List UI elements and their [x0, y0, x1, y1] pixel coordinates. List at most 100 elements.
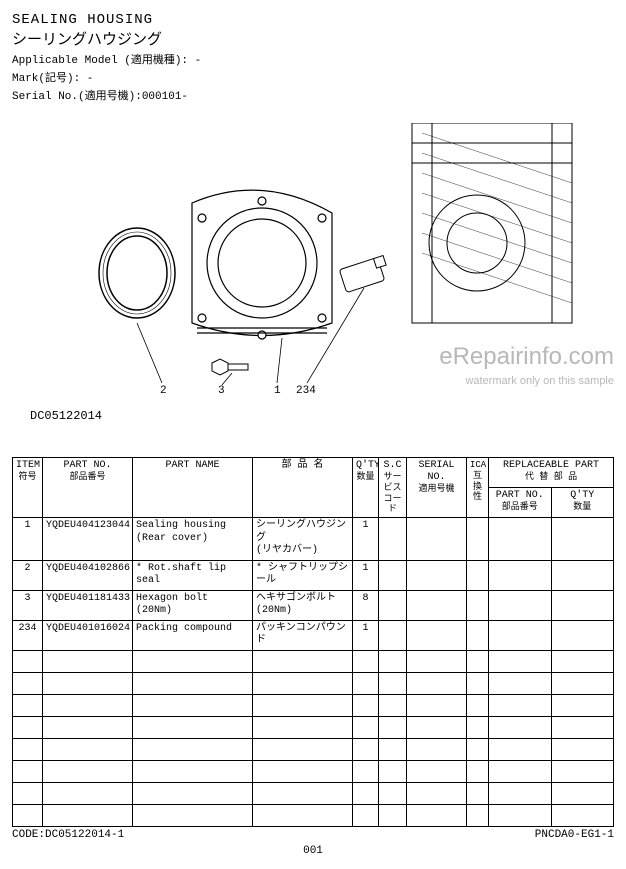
- page-footer: CODE:DC05122014-1 PNCDA0-EG1-1: [12, 829, 614, 841]
- table-cell: [379, 590, 407, 620]
- table-cell: [489, 738, 552, 760]
- table-cell: [551, 518, 614, 561]
- table-cell: [133, 760, 253, 782]
- table-cell: [379, 518, 407, 561]
- table-cell: [253, 804, 353, 826]
- table-row: [13, 738, 614, 760]
- table-cell: [467, 590, 489, 620]
- table-row: [13, 804, 614, 826]
- table-cell: [489, 804, 552, 826]
- th-qty-jp: 数量: [356, 472, 375, 483]
- table-cell: [13, 672, 43, 694]
- table-cell: ヘキサゴンボルト (20Nm): [253, 590, 353, 620]
- table-cell: [467, 804, 489, 826]
- th-ica-label: ICA互換性: [470, 460, 485, 503]
- table-cell: [13, 650, 43, 672]
- table-cell: [43, 672, 133, 694]
- table-cell: [551, 782, 614, 804]
- table-cell: [489, 620, 552, 650]
- table-cell: YQDEU404102866: [43, 560, 133, 590]
- th-rep-qty-jp: 数量: [555, 502, 611, 513]
- th-serial: SERIAL NO. 適用号機: [407, 458, 467, 518]
- table-row: [13, 760, 614, 782]
- table-row: [13, 694, 614, 716]
- table-cell: [489, 650, 552, 672]
- table-cell: [353, 760, 379, 782]
- table-cell: [133, 672, 253, 694]
- table-cell: [551, 716, 614, 738]
- th-sc-jp: サービスコード: [382, 472, 403, 515]
- table-cell: [379, 760, 407, 782]
- th-serial-en: SERIAL NO.: [418, 460, 454, 483]
- table-cell: [133, 804, 253, 826]
- table-cell: [489, 672, 552, 694]
- page-header: SEALING HOUSING シーリングハウジング Applicable Mo…: [12, 12, 614, 103]
- table-cell: [467, 650, 489, 672]
- title-japanese: シーリングハウジング: [12, 28, 614, 49]
- table-cell: [253, 782, 353, 804]
- th-name-en: PART NAME: [165, 460, 219, 471]
- table-cell: 8: [353, 590, 379, 620]
- table-cell: [43, 738, 133, 760]
- table-cell: [407, 738, 467, 760]
- table-cell: [43, 804, 133, 826]
- th-sc: S.C サービスコード: [379, 458, 407, 518]
- table-cell: [489, 560, 552, 590]
- table-row: 2YQDEU404102866* Rot.shaft lip seal* シャフ…: [13, 560, 614, 590]
- exploded-diagram: 2 3 1 234 DC05122014 eRepairinfo.com wat…: [12, 113, 614, 453]
- callout-1: 1: [274, 385, 281, 397]
- th-ica: ICA互換性: [467, 458, 489, 518]
- table-cell: [253, 716, 353, 738]
- table-cell: [467, 560, 489, 590]
- table-cell: [13, 716, 43, 738]
- table-cell: [407, 760, 467, 782]
- parts-table-body: 1YQDEU404123044Sealing housing (Rear cov…: [13, 518, 614, 827]
- th-replaceable: REPLACEABLE PART 代 替 部 品: [489, 458, 614, 488]
- table-cell: Sealing housing (Rear cover): [133, 518, 253, 561]
- table-cell: [551, 760, 614, 782]
- table-cell: [133, 694, 253, 716]
- table-cell: [489, 782, 552, 804]
- table-cell: [13, 760, 43, 782]
- table-row: [13, 716, 614, 738]
- table-cell: [467, 672, 489, 694]
- table-cell: [407, 716, 467, 738]
- table-cell: [467, 782, 489, 804]
- th-item: ITEM 符号: [13, 458, 43, 518]
- table-cell: [489, 716, 552, 738]
- table-cell: 2: [13, 560, 43, 590]
- table-cell: シーリングハウジング (リヤカバー): [253, 518, 353, 561]
- table-cell: [551, 560, 614, 590]
- footer-code-right: PNCDA0-EG1-1: [535, 829, 614, 841]
- th-qty: Q'TY 数量: [353, 458, 379, 518]
- table-cell: [253, 672, 353, 694]
- page-number: 001: [12, 845, 614, 857]
- table-cell: [43, 650, 133, 672]
- table-row: 234YQDEU401016024Packing compoundパッキンコンパ…: [13, 620, 614, 650]
- table-cell: [379, 716, 407, 738]
- table-cell: [353, 738, 379, 760]
- table-cell: [551, 804, 614, 826]
- parts-table-head: ITEM 符号 PART NO. 部品番号 PART NAME 部 品 名 Q'…: [13, 458, 614, 518]
- table-cell: [489, 518, 552, 561]
- table-row: [13, 782, 614, 804]
- table-cell: [407, 590, 467, 620]
- table-cell: [407, 804, 467, 826]
- th-item-en: ITEM: [16, 460, 40, 471]
- table-cell: [13, 738, 43, 760]
- table-cell: [467, 738, 489, 760]
- table-cell: [551, 620, 614, 650]
- table-cell: [551, 694, 614, 716]
- th-rep-qty-en: Q'TY: [570, 490, 594, 501]
- table-cell: [379, 738, 407, 760]
- table-cell: [467, 620, 489, 650]
- table-cell: [379, 694, 407, 716]
- table-cell: [379, 560, 407, 590]
- table-cell: [551, 738, 614, 760]
- th-rep-partno: PART NO. 部品番号: [489, 488, 552, 518]
- table-cell: [551, 590, 614, 620]
- table-cell: [253, 650, 353, 672]
- th-partno-jp: 部品番号: [46, 472, 129, 483]
- table-cell: [379, 620, 407, 650]
- th-qty-en: Q'TY: [356, 460, 379, 471]
